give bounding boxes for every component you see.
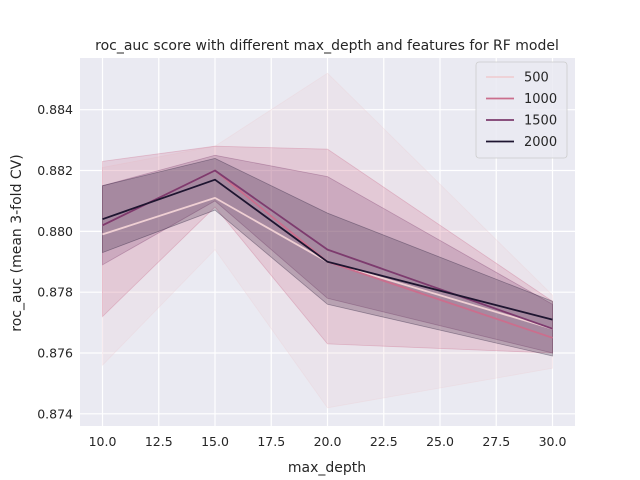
x-tick-label: 27.5: [482, 434, 510, 449]
legend: 500 1000 1500 2000: [475, 61, 568, 159]
chart-title: roc_auc score with different max_depth a…: [95, 38, 559, 54]
x-tick-label: 25.0: [426, 434, 454, 449]
legend-box: [475, 61, 568, 159]
series-lines: [102, 169, 553, 339]
x-tick-label: 30.0: [539, 434, 567, 449]
legend-label-1500: 1500: [524, 114, 557, 129]
y-axis-label: roc_auc (mean 3-fold CV): [9, 154, 25, 331]
x-tick-label: 22.5: [370, 434, 398, 449]
series-line-500: [102, 196, 553, 330]
x-tick-label: 12.5: [145, 434, 173, 449]
x-tick-label: 10.0: [89, 434, 117, 449]
x-tick-label: 17.5: [257, 434, 285, 449]
legend-label-500: 500: [524, 71, 549, 86]
y-tick-label: 0.876: [37, 346, 73, 361]
y-tick-label: 0.874: [37, 406, 73, 421]
x-tick-label: 15.0: [201, 434, 229, 449]
x-tick-label: 20.0: [314, 434, 342, 449]
y-tick-label: 0.878: [37, 285, 73, 300]
confidence-band-500: [102, 72, 553, 409]
y-tick-label: 0.882: [37, 163, 73, 178]
confidence-band-1500: [102, 154, 553, 354]
y-tick-label: 0.884: [37, 102, 73, 117]
series-line-1500: [102, 169, 553, 330]
legend-label-2000: 2000: [524, 135, 557, 150]
series-line-2000: [102, 178, 553, 321]
x-axis-ticks: 10.0 12.5 15.0 17.5 20.0 22.5 25.0 27.5 30.0: [89, 434, 567, 449]
confidence-band-2000: [102, 157, 553, 357]
y-axis-ticks: 0.874 0.876 0.878 0.880 0.882 0.884: [37, 102, 73, 421]
legend-label-1000: 1000: [524, 92, 557, 107]
y-tick-label: 0.880: [37, 224, 73, 239]
x-axis-label: max_depth: [288, 460, 366, 476]
